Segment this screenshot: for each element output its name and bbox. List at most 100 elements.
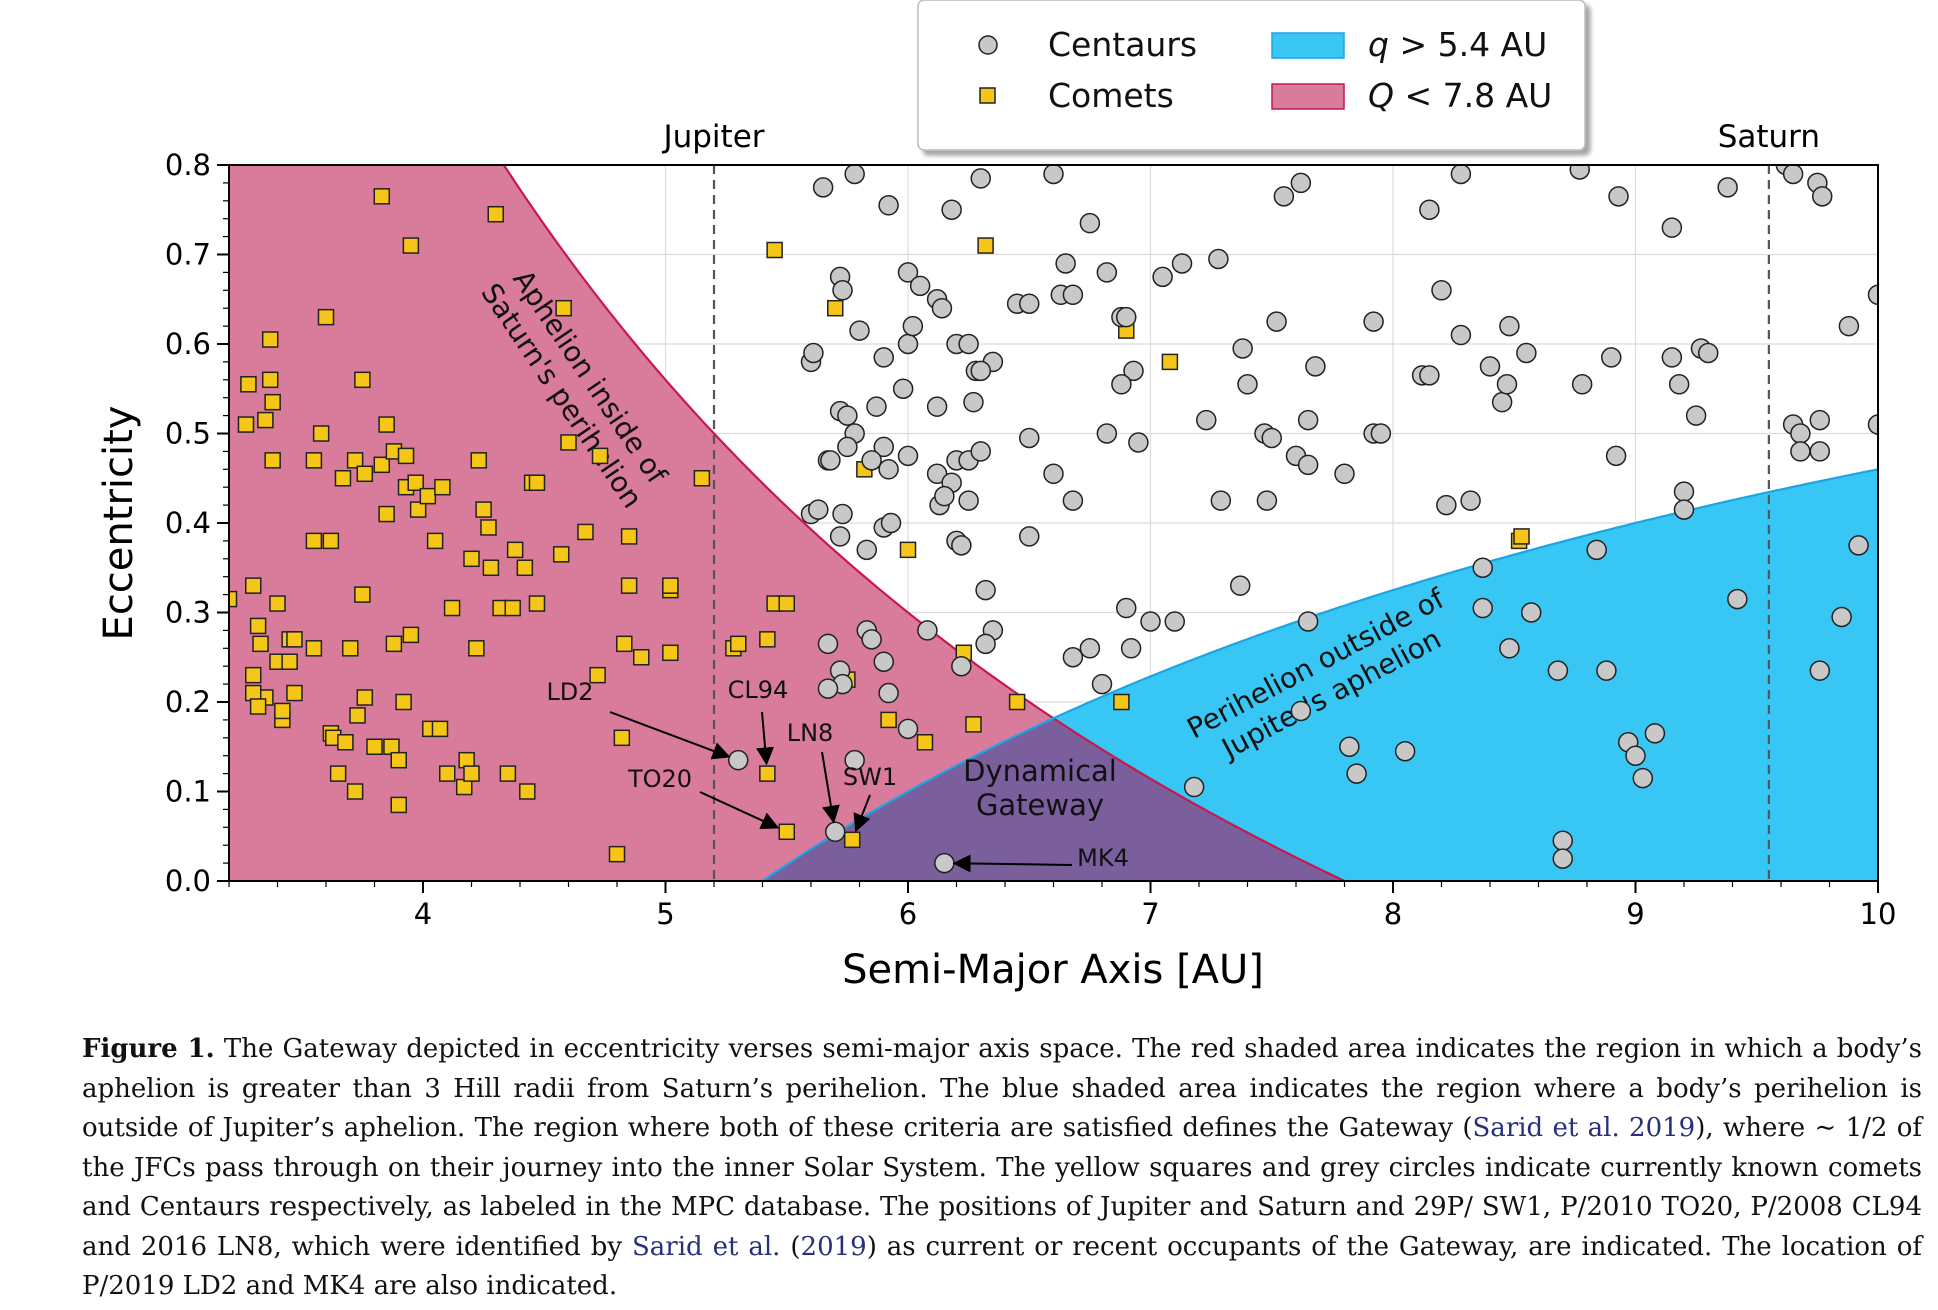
centaur-point <box>897 445 919 467</box>
comet-point <box>390 796 407 814</box>
centaur-point <box>1685 405 1707 426</box>
comet-point <box>252 635 269 653</box>
centaur-point <box>1867 284 1878 306</box>
centaur-point <box>1196 409 1217 431</box>
annotation-arrow-ln8 <box>821 751 840 824</box>
centaur-point <box>1496 374 1518 395</box>
comet-point <box>1008 693 1026 711</box>
centaur-point <box>1140 611 1161 632</box>
comet-point <box>240 376 257 393</box>
legend-q-label: q > 5.4 AU <box>1368 25 1547 64</box>
centaur-point <box>812 177 834 198</box>
comet-point <box>261 331 279 348</box>
comet-point <box>274 702 291 720</box>
centaur-point <box>1334 463 1355 485</box>
comet-point <box>305 532 323 550</box>
centaur-point <box>1552 848 1573 869</box>
comet-point <box>397 447 415 465</box>
comet-point <box>305 640 323 657</box>
centaur-point <box>970 441 991 462</box>
centaur-point <box>1661 217 1683 238</box>
comet-point <box>504 599 521 617</box>
centaur-point <box>803 342 824 364</box>
y-axis-label: Eccentricity <box>96 406 142 641</box>
legend-box <box>917 0 1586 151</box>
comet-point <box>264 393 281 411</box>
x-tick-label: 8 <box>1384 897 1402 931</box>
centaur-point <box>926 396 948 417</box>
legend-q-patch <box>1271 32 1345 59</box>
centaur-point <box>880 512 902 534</box>
axis-ticks: 4 5 6 7 8 9 10 0.0 0.1 0.2 0.3 0.4 0.5 0.6 0.7 0.8 <box>165 148 1897 931</box>
centaur-point <box>1661 347 1683 368</box>
centaur-point <box>1123 360 1144 382</box>
y-tick-label: 0.6 <box>165 327 211 361</box>
y-tick-label: 0.2 <box>165 685 211 719</box>
centaur-point <box>1116 306 1137 328</box>
centaur-point <box>1363 311 1384 332</box>
comet-point <box>378 416 395 433</box>
centaur-point <box>1019 293 1040 314</box>
centaur-point <box>878 682 899 704</box>
comet-point <box>431 720 449 738</box>
legend-centaur-marker <box>978 35 998 55</box>
legend-comet-label: Comets <box>1048 76 1174 115</box>
centaur-point <box>975 633 996 655</box>
citation-link-2[interactable]: Sarid et al. <box>631 1231 781 1262</box>
centaur-point <box>1809 409 1831 431</box>
planet-label-jupiter: Jupiter <box>661 119 764 155</box>
comet-point <box>409 501 427 518</box>
planet-lines: Jupiter Saturn <box>661 119 1820 881</box>
comet-point <box>249 617 267 635</box>
x-tick-label: 6 <box>899 897 917 931</box>
comet-point <box>620 577 638 594</box>
y-tick-label: 0.0 <box>165 864 211 898</box>
comet-point <box>899 541 917 559</box>
centaur-point <box>1596 660 1617 681</box>
y-tick-label: 0.5 <box>165 417 211 451</box>
centaur-point <box>825 821 846 843</box>
comet-point <box>620 528 638 545</box>
citation-link-1[interactable]: Sarid et al. 2019 <box>1472 1113 1696 1143</box>
x-tick-label: 4 <box>414 897 432 931</box>
centaur-point <box>856 539 878 561</box>
comet-point <box>317 308 335 326</box>
comet-point <box>373 456 391 474</box>
centaur-point <box>1419 365 1440 386</box>
centaur-point <box>1096 262 1118 283</box>
comet-point <box>229 590 238 608</box>
citation-year-link[interactable]: 2019 <box>800 1231 867 1262</box>
centaur-point <box>1605 445 1627 467</box>
centaur-point <box>1273 186 1295 207</box>
comet-point <box>337 734 354 751</box>
comet-point <box>528 474 546 491</box>
comet-point <box>662 644 679 662</box>
centaur-point <box>1479 356 1501 377</box>
comet-point <box>354 371 371 389</box>
comet-point <box>1113 693 1130 711</box>
object-annotations: LD2 CL94 LN8 SW1 TO20 MK4 <box>546 676 1129 873</box>
centaur-point <box>1043 165 1064 185</box>
comet-point <box>730 635 747 653</box>
centaur-point <box>1848 535 1869 556</box>
comet-point <box>322 532 340 550</box>
centaur-point <box>1547 660 1569 681</box>
centaur-point <box>1450 165 1472 185</box>
comet-point <box>349 707 366 724</box>
centaur-point <box>1491 391 1513 413</box>
comet-point <box>312 425 330 442</box>
centaur-point <box>873 436 894 458</box>
centaur-point <box>941 199 962 220</box>
caption-text-1: The Gateway depicted in eccentricity ver… <box>82 1034 1922 1143</box>
centaur-point <box>1062 284 1084 306</box>
centaur-point <box>1499 638 1520 659</box>
centaur-point <box>1120 638 1142 659</box>
comet-point <box>286 684 303 702</box>
centaur-points <box>728 165 1878 874</box>
centaur-point <box>1208 248 1229 270</box>
comet-point <box>390 751 407 769</box>
centaur-point <box>1261 427 1282 449</box>
comet-point <box>516 559 534 576</box>
centaur-point <box>1790 441 1811 462</box>
comet-point <box>480 519 497 536</box>
